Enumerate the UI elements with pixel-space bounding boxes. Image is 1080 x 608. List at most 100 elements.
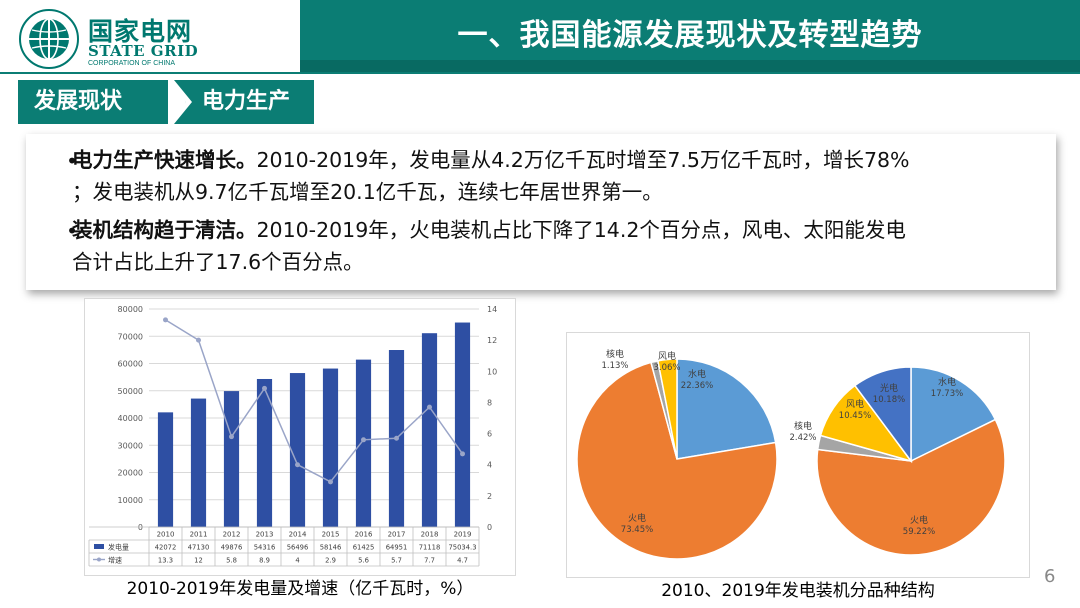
growth-value-label: 13.3 xyxy=(158,557,173,565)
generation-chart-caption: 2010-2019年发电量及增速（亿千瓦时，%） xyxy=(126,579,474,599)
growth-point xyxy=(460,451,465,457)
logo-english-name: STATE GRID xyxy=(88,42,199,60)
generation-chart: 0 10000 20000 30000 40000 50000 60000 70000 8000… xyxy=(88,305,497,567)
bar xyxy=(223,391,240,527)
slice-name-label: 火电 xyxy=(628,512,646,524)
left-axis-tick-label: 20000 xyxy=(118,469,143,478)
legend-swatch-generation xyxy=(94,544,104,549)
generation-value-label: 71118 xyxy=(419,544,441,552)
capacity-pie-caption: 2010、2019年发电装机分品种结构 xyxy=(661,581,935,601)
growth-point xyxy=(427,404,432,410)
x-tick-label: 2011 xyxy=(190,531,208,539)
left-axis-tick-label: 0 xyxy=(138,523,143,532)
growth-point xyxy=(196,337,201,343)
bar xyxy=(157,412,174,527)
right-axis-tick-label: 6 xyxy=(487,430,492,439)
bullet-2-bold: 装机结构趋于清洁。 xyxy=(72,218,257,242)
generation-value-label: 56496 xyxy=(287,544,309,552)
state-grid-logo: 国家电网 STATE GRID CORPORATION OF CHINA xyxy=(18,8,308,70)
legend-generation-label: 发电量 xyxy=(108,543,129,552)
bar xyxy=(256,378,273,527)
capacity-pie-charts: 水电22.36%火电73.45%核电1.13%风电3.06%水电17.73%火电… xyxy=(576,348,1006,560)
slice-value-label: 1.13% xyxy=(601,361,628,371)
bar xyxy=(289,373,306,527)
x-tick-label: 2010 xyxy=(157,531,175,539)
generation-value-label: 49876 xyxy=(221,544,243,552)
bullet-1-line1: 2010-2019年，发电量从4.2万亿千瓦时增至7.5万亿千瓦时，增长78% xyxy=(256,148,910,172)
growth-value-label: 5.7 xyxy=(391,557,402,565)
x-tick-label: 2017 xyxy=(388,531,406,539)
x-tick-label: 2019 xyxy=(454,531,472,539)
slice-value-label: 3.06% xyxy=(653,363,680,373)
bar xyxy=(355,359,372,527)
bullet-paragraph-2: 装机结构趋于清洁。2010-2019年，火电装机占比下降了14.2个百分点，风电… xyxy=(72,214,1052,278)
growth-value-label: 4.7 xyxy=(457,557,468,565)
generation-value-label: 42072 xyxy=(155,544,177,552)
logo-chinese-name: 国家电网 xyxy=(88,17,193,46)
slice-name-label: 核电 xyxy=(606,348,624,360)
right-axis-tick-label: 4 xyxy=(487,461,492,470)
growth-value-label: 5.6 xyxy=(358,557,369,565)
logo-subtitle: CORPORATION OF CHINA xyxy=(88,60,175,67)
bar xyxy=(190,398,207,527)
slice-value-label: 22.36% xyxy=(681,381,713,391)
page-number: 6 xyxy=(1044,566,1056,587)
left-axis-tick-label: 60000 xyxy=(118,360,143,369)
bullet-2-line2: 合计占比上升了17.6个百分点。 xyxy=(72,250,364,274)
growth-point xyxy=(229,434,234,440)
slice-name-label: 水电 xyxy=(688,368,706,380)
growth-value-label: 7.7 xyxy=(424,557,435,565)
slice-name-label: 风电 xyxy=(658,350,676,362)
slice-value-label: 73.45% xyxy=(621,525,653,535)
left-axis-tick-label: 70000 xyxy=(118,332,143,341)
slice-name-label: 光电 xyxy=(880,382,898,394)
generation-value-label: 58146 xyxy=(320,544,342,552)
bullet-dot-2: • xyxy=(66,219,79,243)
growth-value-label: 2.9 xyxy=(325,557,336,565)
tag-development-status: 发展现状 xyxy=(18,80,168,124)
bar xyxy=(454,322,471,527)
left-axis-tick-label: 30000 xyxy=(118,441,143,450)
left-axis-tick-label: 40000 xyxy=(118,414,143,423)
generation-chart-frame: 0 10000 20000 30000 40000 50000 60000 70000 8000… xyxy=(84,298,516,576)
slice-name-label: 风电 xyxy=(846,398,864,410)
generation-value-label: 47130 xyxy=(188,544,210,552)
slice-name-label: 核电 xyxy=(794,420,812,432)
bullet-1-line2: ；发电装机从9.7亿千瓦增至20.1亿千瓦，连续七年居世界第一。 xyxy=(72,180,663,204)
slice-name-label: 水电 xyxy=(938,376,956,388)
legend-growth-marker xyxy=(97,557,101,562)
section-tag-bar: 发展现状 电力生产 xyxy=(18,80,314,124)
slice-name-label: 火电 xyxy=(910,514,928,526)
title-band-shade xyxy=(300,60,1080,72)
tag-power-production: 电力生产 xyxy=(172,80,314,124)
bullet-dot-1: • xyxy=(66,149,79,173)
growth-value-label: 5.8 xyxy=(226,557,237,565)
growth-point xyxy=(295,462,300,468)
capacity-pie-frame: 水电 22.36% 火电 73.45% 核电 1.13% 风电 3.06% 水电 17.73% 火电… xyxy=(566,332,1030,578)
pie-slice xyxy=(657,358,678,460)
page-title: 一、我国能源发展现状及转型趋势 xyxy=(457,18,923,53)
bar xyxy=(421,333,438,527)
pie-slice xyxy=(676,358,777,460)
right-axis-tick-label: 10 xyxy=(487,367,497,376)
growth-point xyxy=(394,435,399,441)
bullet-2-line1: 2010-2019年，火电装机占比下降了14.2个百分点，风电、太阳能发电 xyxy=(256,218,906,242)
growth-series-line xyxy=(165,319,464,483)
left-axis-tick-label: 80000 xyxy=(118,305,143,314)
x-tick-label: 2016 xyxy=(355,531,373,539)
right-axis-tick-label: 14 xyxy=(487,305,497,314)
pie-slice xyxy=(853,366,912,464)
legend-growth-label: 增速 xyxy=(108,556,122,565)
x-tick-label: 2018 xyxy=(421,531,439,539)
pie-slice xyxy=(576,361,778,560)
x-tick-label: 2015 xyxy=(322,531,340,539)
growth-point xyxy=(262,385,267,391)
slice-value-label: 17.73% xyxy=(931,389,963,399)
x-tick-label: 2013 xyxy=(256,531,274,539)
slice-value-label: 10.45% xyxy=(839,411,871,421)
right-axis-tick-label: 2 xyxy=(487,492,492,501)
summary-text-box: • 电力生产快速增长。2010-2019年，发电量从4.2万亿千瓦时增至7.5万… xyxy=(26,134,1056,290)
growth-value-label: 12 xyxy=(194,557,203,565)
growth-point xyxy=(163,317,168,323)
generation-value-label: 54316 xyxy=(254,544,276,552)
